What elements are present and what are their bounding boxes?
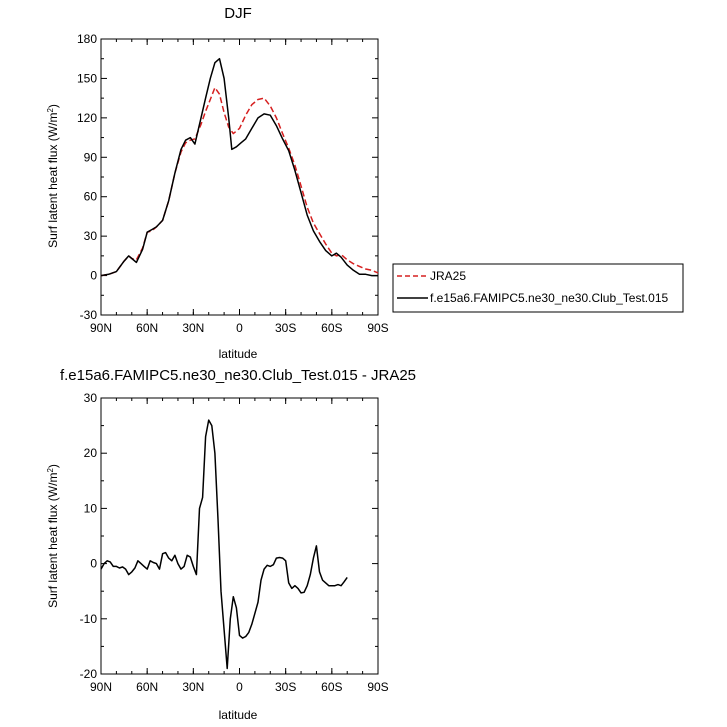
x-tick-label: 30N — [182, 680, 204, 694]
x-tick-label: 60N — [136, 680, 158, 694]
x-tick-label: 90N — [90, 680, 112, 694]
x-tick-label: 60S — [321, 680, 342, 694]
x-tick-label: 90S — [367, 321, 388, 335]
bottom-panel: f.e15a6.FAMIPC5.ne30_ne30.Club_Test.015 … — [46, 367, 416, 722]
top-x-axis-label: latitude — [219, 347, 258, 361]
y-tick-label: 0 — [90, 269, 97, 283]
x-tick-label: 60S — [321, 321, 342, 335]
y-tick-label: 180 — [77, 32, 97, 46]
y-tick-label: -10 — [80, 612, 98, 626]
top-y-axis-label: Surf latent heat flux (W/m2) — [46, 104, 60, 248]
top-plot-area: 90N 60N 30N 0 30S 60S 90S -30 0 30 60 90 120 150 180 — [77, 32, 389, 335]
legend-label-jra25: JRA25 — [430, 269, 466, 283]
x-tick-label: 30S — [275, 680, 296, 694]
x-tick-label: 0 — [236, 680, 243, 694]
y-tick-label: -30 — [80, 308, 98, 322]
legend-label-model: f.e15a6.FAMIPC5.ne30_ne30.Club_Test.015 — [430, 291, 668, 305]
bottom-x-axis-label: latitude — [219, 708, 258, 722]
x-tick-label: 90S — [367, 680, 388, 694]
bottom-plot-area: 90N 60N 30N 0 30S 60S 90S -20 -10 0 10 20 30 — [80, 391, 389, 694]
y-tick-label: 0 — [90, 557, 97, 571]
y-tick-label: -20 — [80, 667, 98, 681]
y-tick-label: 60 — [84, 190, 98, 204]
y-tick-label: 30 — [84, 229, 98, 243]
series-line-1-0 — [100, 419, 348, 670]
legend-box — [392, 263, 684, 313]
series-line-0-1 — [100, 57, 378, 277]
y-tick-label: 90 — [84, 150, 98, 164]
bottom-chart-title: f.e15a6.FAMIPC5.ne30_ne30.Club_Test.015 … — [60, 367, 416, 384]
y-tick-label: 120 — [77, 111, 97, 125]
y-tick-label: 20 — [84, 446, 98, 460]
y-tick-label: 30 — [84, 391, 98, 405]
y-tick-label: 150 — [77, 71, 97, 85]
top-panel: DJF 90N 60N 30N 0 30S 60S 90S -30 0 30 60 90 120 150 1… — [46, 5, 389, 361]
x-tick-label: 60N — [136, 321, 158, 335]
plot-frame — [100, 38, 379, 316]
x-tick-label: 90N — [90, 321, 112, 335]
x-tick-label: 30S — [275, 321, 296, 335]
x-tick-label: 0 — [236, 321, 243, 335]
x-tick-label: 30N — [182, 321, 204, 335]
bottom-y-axis-label: Surf latent heat flux (W/m2) — [46, 464, 60, 608]
y-tick-label: 10 — [84, 501, 98, 515]
top-chart-title: DJF — [224, 5, 252, 22]
legend: JRA25 f.e15a6.FAMIPC5.ne30_ne30.Club_Tes… — [392, 263, 684, 313]
